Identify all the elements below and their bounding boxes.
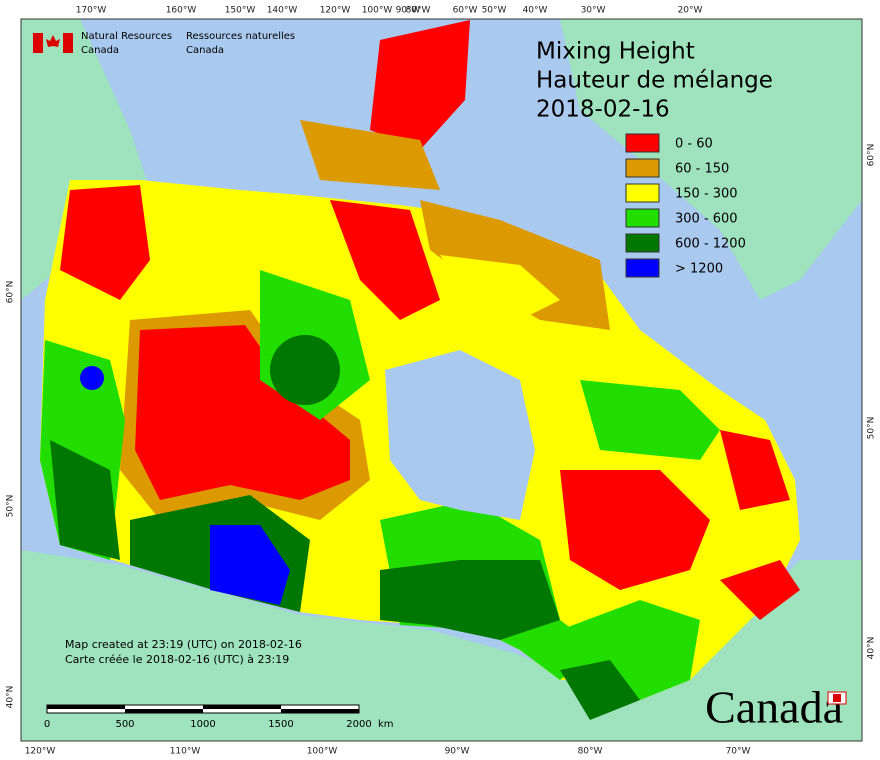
scale-unit: km [378,719,394,730]
legend-swatch [625,208,660,228]
scale-label: 0 [44,719,50,730]
alaska [21,19,150,300]
zone-blue [210,525,290,605]
graticule-label: 40°W [523,6,548,16]
graticule-label: 80°W [406,6,431,16]
zone-darkgreen [380,560,560,640]
graticule-label: 110°W [170,747,201,757]
agency-en: Natural Resources [81,31,172,42]
graticule-label: 70°W [726,747,751,757]
legend-swatch [625,133,660,153]
zone-red [135,325,350,500]
legend-label: 150 - 300 [675,187,738,202]
title: Hauteur de mélange [536,68,773,94]
scale-label: 500 [115,719,134,730]
zone-red [560,470,710,590]
zone-red [720,560,800,620]
graticule-label: 90°W [396,6,421,16]
title: Mixing Height [536,39,695,65]
graticule-label: 160°W [166,6,197,16]
graticule-label: 120°W [320,6,351,16]
zone-blue [80,366,104,390]
scale-bar [46,704,360,714]
graticule-label: 80°W [578,747,603,757]
title: 2018-02-16 [536,97,670,123]
map-frame [20,18,863,742]
hudson-bay [385,350,535,520]
graticule-label: 170°W [76,6,107,16]
agency-fr: Canada [186,45,224,56]
arctic-island [370,20,470,150]
flag-bar [63,33,73,53]
arctic-island [440,255,560,320]
arctic-island [300,120,440,190]
flag-bar [33,33,43,53]
agency-en: Canada [81,45,119,56]
scale-label: 1500 [268,719,293,730]
legend-label: 60 - 150 [675,162,729,177]
zone-red [60,185,150,300]
graticule-label: 100°W [307,747,338,757]
note: Map created at 23:19 (UTC) on 2018-02-16 [65,638,302,651]
note: Carte créée le 2018-02-16 (UTC) à 23:19 [65,653,289,666]
agency-fr: Ressources naturelles [186,31,295,42]
greenland [560,19,862,300]
graticule-label: 100°W [362,6,393,16]
graticule-label: 90°W [445,747,470,757]
graticule-label: 50°W [482,6,507,16]
zone-green [580,380,720,460]
legend-swatch [625,158,660,178]
zone-darkgreen [50,440,120,560]
legend-label: 600 - 1200 [675,237,746,252]
zone-darkgreen [560,660,640,720]
zone-red [720,430,790,510]
legend-swatch [625,183,660,203]
zone-darkgreen [270,335,340,405]
legend-label: > 1200 [675,262,723,277]
legend-label: 300 - 600 [675,212,738,227]
graticule-label: 60°W [453,6,478,16]
graticule-label: 120°W [25,747,56,757]
graticule-label: 60°N [867,144,877,167]
graticule-label: 30°W [581,6,606,16]
wordmark: Canada [705,682,843,733]
graticule-label: 150°W [225,6,256,16]
legend-swatch [625,233,660,253]
legend-swatch [625,258,660,278]
flag-leaf [46,35,60,47]
graticule-label: 140°W [267,6,298,16]
wordmark-flag-leaf [833,694,841,702]
graticule-label: 50°N [867,417,877,440]
scale-label: 2000 [346,719,371,730]
scale-label: 1000 [190,719,215,730]
arctic-island [330,200,440,320]
graticule-label: 20°W [678,6,703,16]
graticule-label: 40°N [867,637,877,660]
graticule-label: 60°N [6,281,16,304]
graticule-label: 50°N [6,495,16,518]
graticule-label: 40°N [6,686,16,709]
legend-label: 0 - 60 [675,137,713,152]
